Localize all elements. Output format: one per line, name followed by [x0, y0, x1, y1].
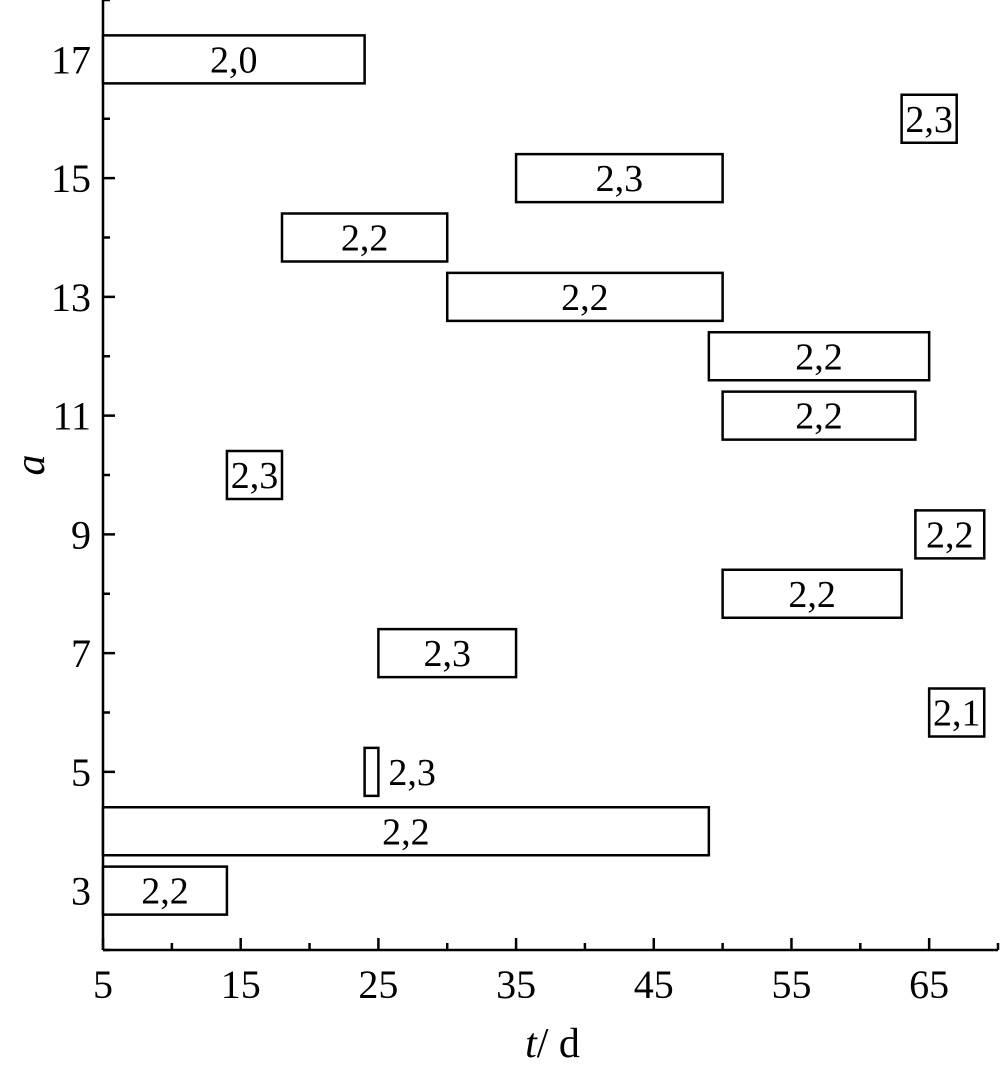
axis-labels: t/ d a: [8, 455, 580, 1068]
y-tick-label: 7: [71, 631, 91, 676]
interval-bar: [101, 806, 711, 857]
y-axis-title: a: [8, 455, 54, 476]
bar-data-label: 2,3: [423, 633, 471, 675]
y-tick-label: 3: [71, 869, 91, 914]
bars-group: 2,0 2,3 2,3 2,2 2,2 2,2 2,2 2,3 2,2 2,2 2,3 2,1 2,3 2…: [101, 34, 986, 916]
x-tick-label: 15: [221, 962, 261, 1007]
interval-bar: [377, 627, 518, 679]
x-tick-label: 55: [771, 962, 811, 1007]
bar-data-label: 2,2: [141, 871, 189, 913]
interval-bar: [721, 568, 903, 619]
bar-data-label: 2,2: [788, 574, 836, 616]
bar-data-label: 2,3: [905, 99, 953, 141]
x-tick-label: 45: [634, 962, 674, 1007]
interval-bar: [101, 34, 366, 85]
bar-data-label: 2,0: [210, 39, 258, 81]
bar-data-label: 2,2: [926, 514, 974, 556]
interval-bar: [721, 390, 917, 441]
y-tick-label: 5: [71, 750, 91, 795]
interval-bar: [514, 152, 724, 204]
interval-bar: [363, 746, 380, 798]
x-tick-label: 65: [909, 962, 949, 1007]
bar-data-label: 2,2: [795, 336, 843, 378]
bar-data-label: 2,2: [795, 396, 843, 438]
y-tick-label: 13: [51, 275, 91, 320]
x-tick-label: 5: [93, 962, 113, 1007]
interval-bar: [927, 687, 986, 738]
interval-bar: [445, 271, 724, 323]
x-axis-title: t/ d: [525, 1021, 580, 1067]
bar-data-label: 2,3: [596, 158, 644, 200]
interval-bar: [707, 331, 931, 382]
y-tick-label: 17: [51, 37, 91, 82]
interval-bar: [280, 212, 449, 263]
interval-bar: [914, 509, 986, 560]
y-tick-label: 15: [51, 156, 91, 201]
y-tick-label: 9: [71, 512, 91, 557]
interval-bar: [225, 449, 284, 501]
bar-data-label: 2,3: [231, 455, 279, 497]
x-tick-label: 35: [496, 962, 536, 1007]
bar-data-label: 2,2: [341, 218, 389, 260]
bar-data-label: 2,1: [933, 693, 981, 735]
interval-bar: [900, 93, 958, 144]
x-tick-label: 25: [358, 962, 398, 1007]
interval-bar: [101, 865, 229, 916]
bar-data-label: 2,3: [388, 752, 436, 794]
bar-data-label: 2,2: [382, 811, 430, 853]
bar-data-label: 2,2: [561, 277, 609, 319]
y-tick-label: 11: [52, 394, 91, 439]
